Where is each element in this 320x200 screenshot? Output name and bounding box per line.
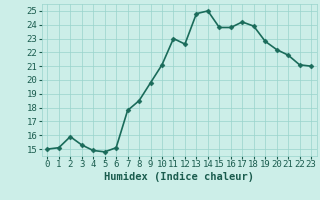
X-axis label: Humidex (Indice chaleur): Humidex (Indice chaleur) (104, 172, 254, 182)
